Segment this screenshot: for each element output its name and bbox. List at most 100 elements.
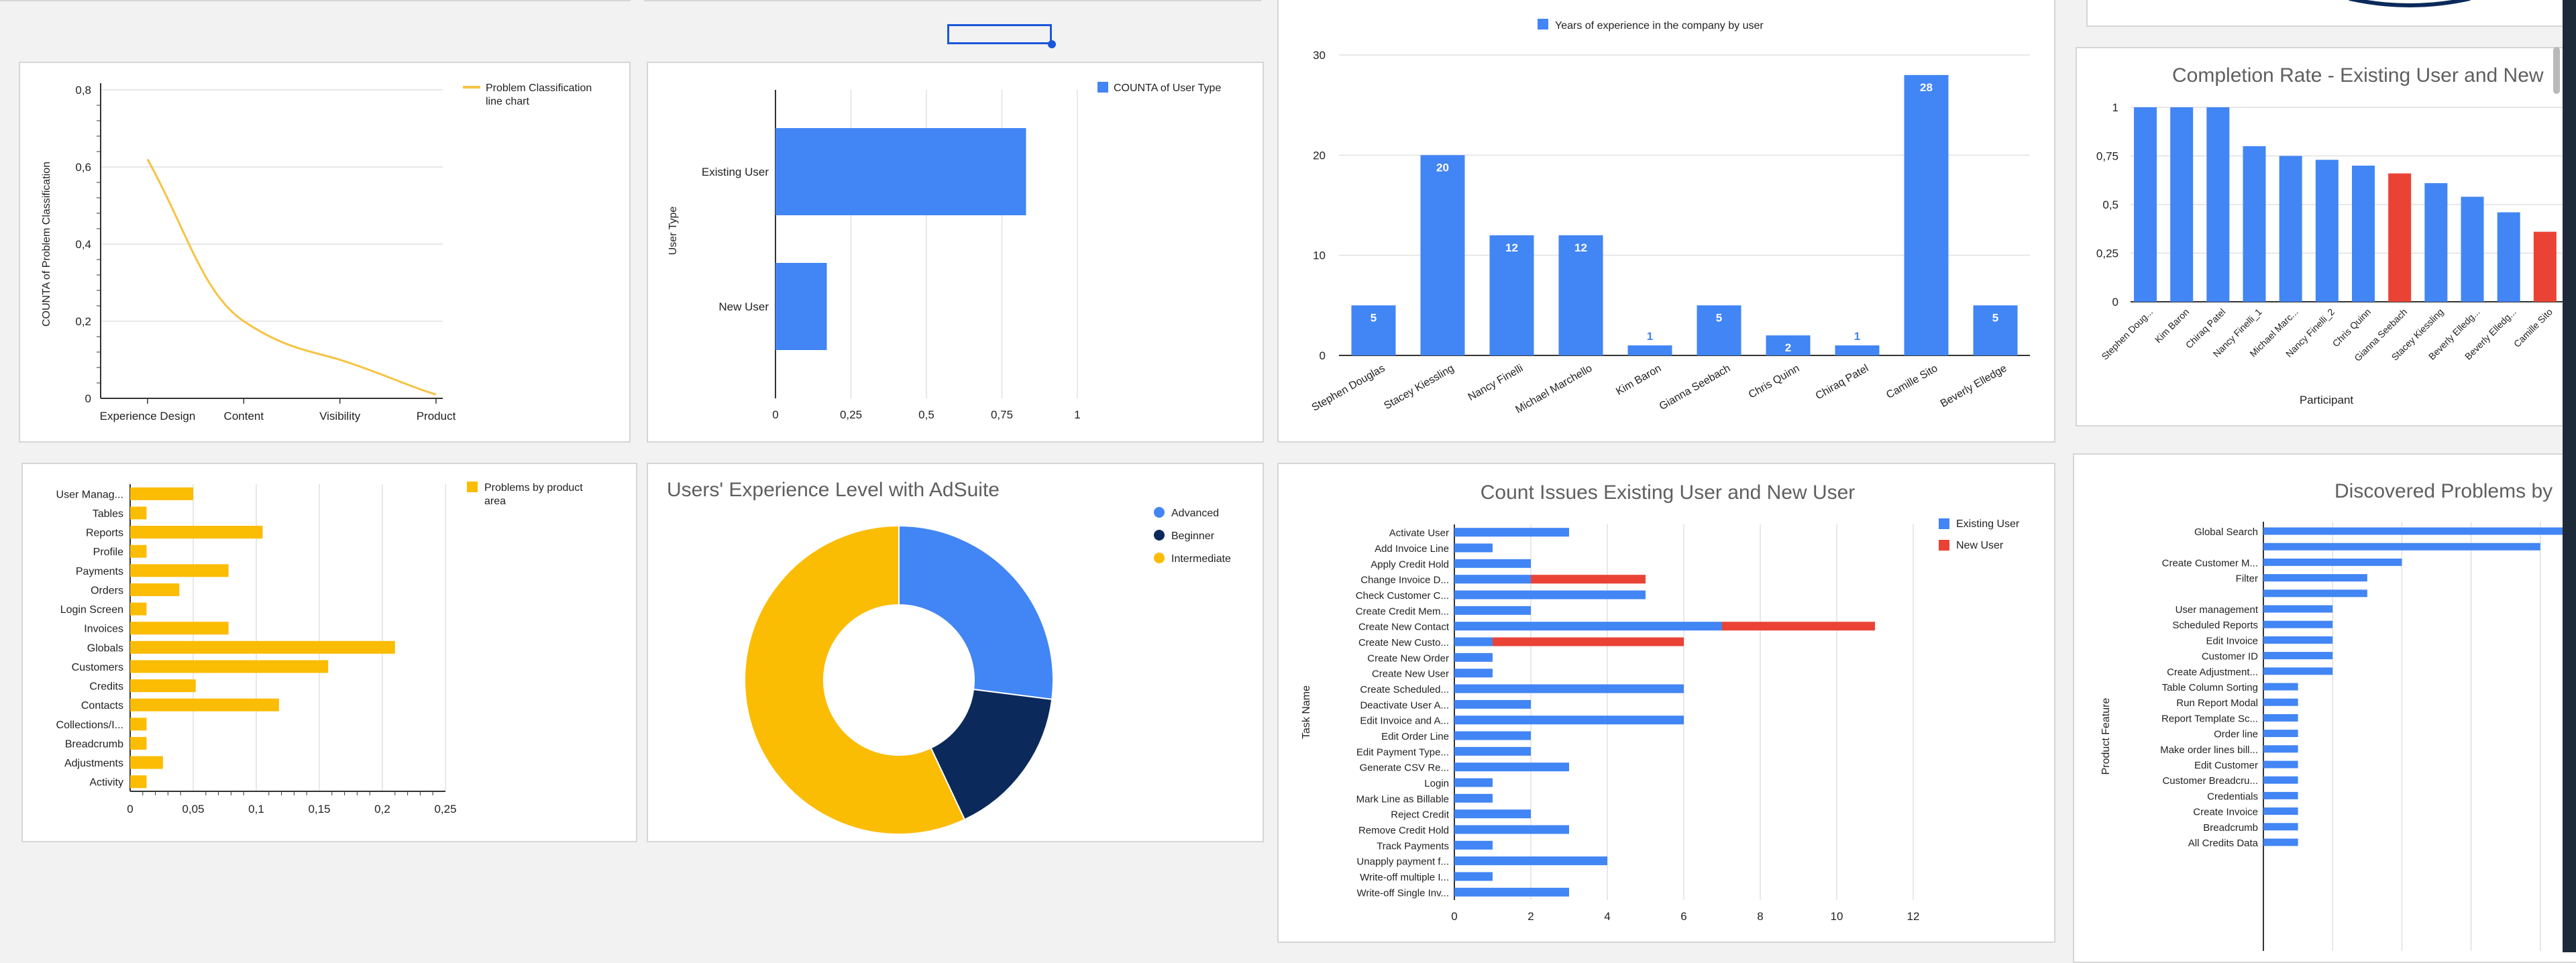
legend-swatch	[1939, 518, 1949, 529]
x-tick-label: 8	[1757, 910, 1763, 923]
bar-existing	[1454, 731, 1531, 740]
scrollbar-thumb[interactable]	[2553, 47, 2560, 94]
bar-existing	[1454, 840, 1493, 850]
x-tick-label: 12	[1907, 910, 1920, 923]
bar	[2263, 543, 2540, 551]
years-experience-panel[interactable]: 0 10 20 30 5 Stephen Douglas 20 Stacey Kiesslin…	[1277, 0, 2055, 443]
bar	[130, 583, 180, 596]
bar	[2263, 807, 2298, 815]
bar	[2263, 589, 2367, 598]
y-tick-label: Credentials	[2207, 791, 2258, 802]
discovered-problems-panel[interactable]: Discovered Problems by Global Search Creat…	[2073, 453, 2576, 963]
bar	[130, 602, 147, 616]
product-area-panel[interactable]: 0 0,05 0,1 0,15 0,2 0,25 User Manag... Tables Re…	[21, 463, 637, 842]
bar	[1489, 235, 1534, 355]
bar	[130, 698, 279, 712]
legend-label: Existing User	[1956, 518, 2020, 530]
bar	[2263, 620, 2333, 628]
bar	[1835, 345, 1880, 355]
y-tick-label: Edit Payment Type...	[1356, 746, 1449, 758]
y-tick-label: Edit Order Line	[1381, 731, 1449, 742]
y-tick-label: Add Invoice Line	[1375, 543, 1449, 555]
x-tick-label: Chiraq Patel	[1814, 363, 1871, 402]
x-tick-label: 0	[772, 408, 778, 421]
user-type-svg: 0 0,25 0,5 0,75 1 Existing User New User User T…	[667, 82, 1221, 421]
y-tick-label: Adjustments	[64, 758, 123, 769]
top-right-strip-svg	[2349, 0, 2471, 7]
x-tick-label: Michael Marchello	[1513, 363, 1594, 416]
x-tick-label: 10	[1831, 910, 1843, 923]
y-tick-label: Mark Line as Billable	[1356, 793, 1449, 805]
bar-existing	[1454, 778, 1493, 787]
y-tick-label: Create Scheduled...	[1360, 684, 1449, 695]
line-chart-panel[interactable]: 0 0,2 0,4 0,6 0,8 Experience Design Content Vis…	[19, 62, 631, 443]
data-label: 12	[1574, 241, 1587, 254]
y-tick-label: Scheduled Reports	[2172, 620, 2258, 631]
user-type-panel[interactable]: 0 0,25 0,5 0,75 1 Existing User New User User T…	[647, 62, 1264, 443]
x-tick-label: 0,25	[434, 803, 456, 815]
y-tick-label: 20	[1313, 149, 1326, 162]
data-label: 1	[1854, 330, 1860, 343]
y-tick-label: Create Adjustment...	[2167, 667, 2258, 678]
x-tick-label: 0,5	[918, 408, 934, 421]
x-tick-label: Gianna Seebach	[1658, 363, 1733, 412]
y-tick-label: User Manag...	[56, 489, 123, 500]
y-tick-label: 1	[2112, 101, 2118, 114]
data-label: 20	[1436, 161, 1449, 174]
bar-existing	[1454, 825, 1569, 834]
legend-swatch	[1154, 530, 1165, 541]
y-tick-label: Create New Order	[1367, 653, 1449, 664]
right-edge-strip	[2563, 0, 2576, 952]
y-tick-label: Customer ID	[2202, 651, 2258, 663]
y-tick-label: 0,2	[75, 315, 91, 328]
bar-existing	[1454, 669, 1493, 678]
x-tick-label: 0,25	[840, 408, 862, 421]
y-tick-label: Track Payments	[1377, 840, 1449, 852]
y-tick-label: Create Credit Mem...	[1356, 606, 1449, 617]
y-tick-label: Create New Custo...	[1358, 637, 1449, 648]
legend-swatch	[1154, 507, 1165, 518]
bar	[1697, 305, 1741, 355]
y-tick-label: Generate CSV Re...	[1360, 762, 1449, 774]
x-tick-label: 1	[1074, 408, 1080, 421]
y-tick-label: Write-off multiple I...	[1360, 872, 1449, 883]
bar-existing	[1454, 590, 1646, 600]
x-tick-label: Product	[417, 410, 456, 422]
bar	[130, 660, 329, 673]
bar	[2263, 714, 2298, 722]
y-tick-label: Reject Credit	[1391, 809, 1450, 821]
series-line	[146, 158, 437, 396]
bar	[130, 506, 147, 520]
x-tick-label: Camille Sito	[2512, 306, 2555, 349]
bar-new	[1493, 637, 1684, 646]
bar-existing	[1454, 872, 1493, 881]
legend-label: Intermediate	[1171, 553, 1231, 565]
bar	[2461, 196, 2484, 302]
experience-level-panel[interactable]: Users' Experience Level with AdSuite Adva…	[647, 463, 1264, 842]
data-label: 5	[1371, 311, 1377, 324]
bar	[2263, 838, 2298, 846]
count-issues-panel[interactable]: Count Issues Existing User and New User 0…	[1277, 463, 2055, 943]
bar	[2279, 156, 2302, 302]
bar-existing	[1454, 716, 1684, 725]
legend-swatch	[1939, 540, 1949, 551]
bar	[2263, 776, 2298, 784]
bar	[2263, 574, 2367, 582]
top-right-strip-panel	[2086, 0, 2576, 27]
x-tick-label: Stephen Douglas	[1310, 363, 1387, 414]
bar	[130, 545, 147, 558]
bar-existing	[1454, 887, 1569, 897]
selection-handle[interactable]	[1048, 40, 1056, 48]
y-tick-label: 30	[1313, 49, 1326, 62]
y-tick-label: Create Customer M...	[2162, 557, 2258, 569]
chart-title: Discovered Problems by	[2334, 480, 2553, 502]
y-tick-label: Activity	[89, 777, 123, 789]
x-tick-label: 0	[127, 803, 133, 815]
y-tick-label: Create Invoice	[2193, 807, 2258, 818]
legend-label: Advanced	[1171, 508, 1219, 519]
bar	[2388, 173, 2412, 302]
y-tick-label: Breadcrumb	[2203, 822, 2258, 834]
selection-box[interactable]	[947, 24, 1052, 44]
completion-rate-panel[interactable]: Completion Rate - Existing User and New 0…	[2076, 47, 2576, 427]
y-tick-label: 0,75	[2096, 150, 2118, 163]
